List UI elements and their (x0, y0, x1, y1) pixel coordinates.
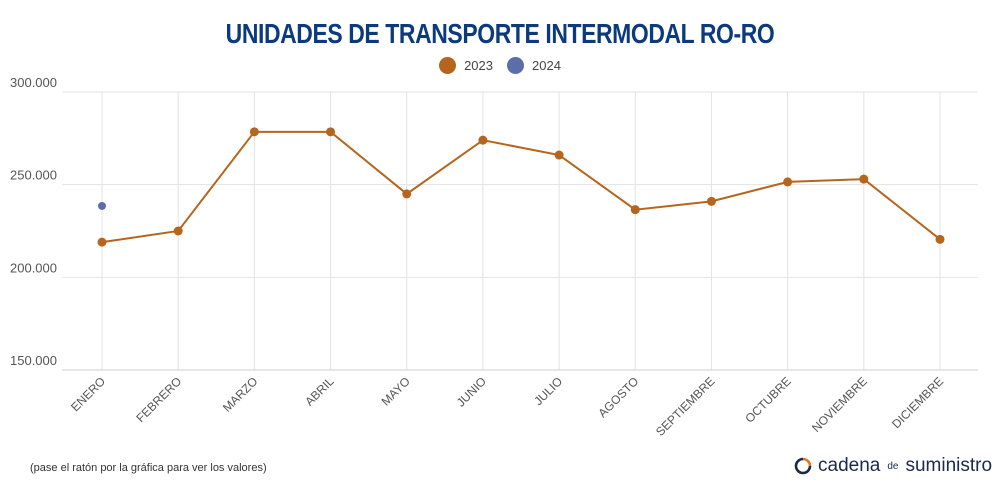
x-tick-label: OCTUBRE (742, 374, 793, 425)
brand-part1: cadena (818, 455, 881, 476)
data-point-2024[interactable] (98, 201, 106, 210)
footnote: (pase el ratón por la gráfica para ver l… (30, 462, 267, 474)
x-tick-label: DICIEMBRE (889, 374, 946, 431)
data-point-2023[interactable] (859, 174, 869, 184)
data-point-2023[interactable] (97, 237, 107, 247)
data-point-2023[interactable] (935, 234, 945, 244)
x-tick-label: ABRIL (302, 374, 337, 409)
data-point-2023[interactable] (402, 189, 412, 199)
y-tick-label: 250.000 (10, 168, 57, 183)
legend-label-2024: 2024 (532, 58, 561, 73)
legend-dot-2024 (507, 57, 524, 74)
logo-icon (794, 457, 812, 475)
legend-item-2023[interactable]: 2023 (439, 57, 493, 74)
x-tick-label: NOVIEMBRE (809, 374, 870, 435)
legend-label-2023: 2023 (464, 58, 493, 73)
brand-part2: de (887, 460, 899, 472)
x-tick-label: JULIO (531, 374, 565, 408)
line-chart[interactable]: 150.000 200.000 250.000 300.000 ENERO FEBRERO… (0, 0, 1000, 450)
data-point-2023[interactable] (326, 127, 336, 137)
chart-title: UNIDADES DE TRANSPORTE INTERMODAL RO-RO (225, 18, 775, 49)
x-tick-label: FEBRERO (133, 374, 184, 425)
legend-dot-2023 (439, 57, 457, 74)
x-tick-label: SEPTIEMBRE (653, 374, 718, 439)
legend: 2023 2024 (0, 57, 1000, 74)
data-point-2023[interactable] (630, 205, 640, 215)
y-tick-label: 150.000 (10, 353, 57, 368)
series-line-2023 (101, 130, 941, 244)
brand-logo: cadena de suministro (794, 455, 992, 477)
y-tick-label: 300.000 (10, 75, 57, 90)
data-point-2023[interactable] (783, 177, 793, 187)
x-tick-label: AGOSTO (595, 374, 641, 420)
data-point-2023[interactable] (173, 226, 183, 236)
x-tick-label: MARZO (220, 374, 261, 415)
y-tick-label: 200.000 (10, 260, 57, 275)
data-point-2023[interactable] (706, 196, 716, 206)
data-point-2023[interactable] (554, 150, 564, 160)
legend-item-2024[interactable]: 2024 (507, 57, 561, 74)
brand-part3: suministro (905, 455, 993, 476)
data-point-2023[interactable] (249, 127, 259, 137)
x-tick-label: MAYO (379, 374, 413, 408)
data-point-2023[interactable] (478, 135, 488, 145)
x-tick-label: ENERO (68, 374, 108, 414)
x-tick-label: JUNIO (454, 374, 489, 409)
